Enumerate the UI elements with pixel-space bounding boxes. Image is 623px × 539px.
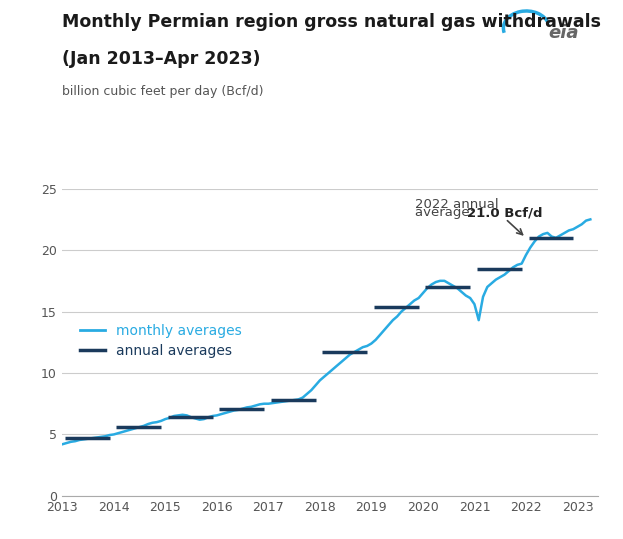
Text: average:: average: — [415, 206, 478, 219]
Text: eia: eia — [548, 24, 579, 42]
Text: (Jan 2013–Apr 2023): (Jan 2013–Apr 2023) — [62, 50, 261, 67]
Text: 21.0 Bcf/d: 21.0 Bcf/d — [467, 206, 542, 219]
Text: 2022 annual: 2022 annual — [415, 197, 499, 211]
Text: Monthly Permian region gross natural gas withdrawals: Monthly Permian region gross natural gas… — [62, 13, 601, 31]
Text: billion cubic feet per day (Bcf/d): billion cubic feet per day (Bcf/d) — [62, 85, 264, 98]
Legend: monthly averages, annual averages: monthly averages, annual averages — [75, 319, 247, 363]
